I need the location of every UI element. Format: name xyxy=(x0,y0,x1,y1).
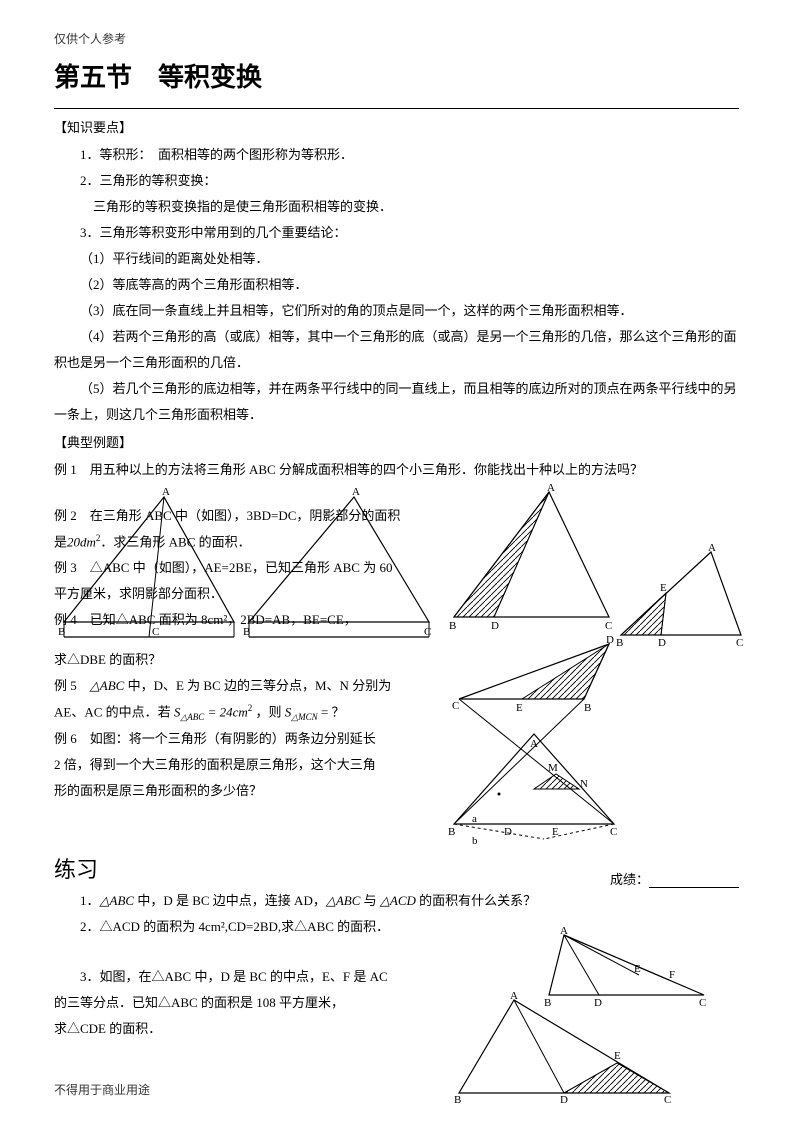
kp-2: 2．三角形的等积变换： xyxy=(54,168,739,194)
xt-E2: E xyxy=(552,826,559,838)
ex5c-sub2: △MCN xyxy=(291,712,317,722)
example-3b: 平方厘米，求阴影部分面积． xyxy=(54,581,434,607)
p3-B: B xyxy=(454,1094,461,1106)
p1b: 中，D 是 BC 边中点，连接 AD， xyxy=(134,893,326,908)
p1-abc: △ABC xyxy=(100,893,135,908)
xt-B2: B xyxy=(448,826,455,838)
example-4b: 求△DBE 的面积？ xyxy=(54,647,434,673)
practice-3a: 3．如图，在△ABC 中，D 是 BC 的中点，E、F 是 AC xyxy=(54,964,394,990)
examples-head: 【典型例题】 xyxy=(54,432,739,451)
example-6b: 2 倍，得到一个大三角形的面积是原三角形，这个大三角 xyxy=(54,752,434,778)
p3-A: A xyxy=(510,990,518,1002)
example-1: 例 1 用五种以上的方法将三角形 ABC 分解成面积相等的四个小三角形．你能找出… xyxy=(54,457,739,483)
kp-3-4: （4）若两个三角形的高（或底）相等，其中一个三角形的底（或高）是另一个三角形的几… xyxy=(54,324,739,376)
xt-E: E xyxy=(516,702,523,714)
example-5a: 例 5 △ABC 中，D、E 为 BC 边的三等分点，M、N 分别为 xyxy=(54,673,434,699)
practice-3-triangle: A B D C E xyxy=(454,995,684,1105)
xt-b: b xyxy=(472,835,478,847)
ex5c-sub1: △ABC xyxy=(180,712,204,722)
t3-D: D xyxy=(491,620,499,632)
score-label: 成绩： xyxy=(610,872,649,887)
header-note: 仅供个人参考 xyxy=(54,30,739,47)
page: 仅供个人参考 第五节 等积变换 【知识要点】 1．等积形： 面积相等的两个图形称… xyxy=(0,0,793,1122)
p1d: 的面积有什么关系？ xyxy=(416,893,536,908)
knowledge-head: 【知识要点】 xyxy=(54,117,739,136)
xt-D: D xyxy=(606,634,614,646)
kp-3-3: （3）底在同一条直线上并且相等，它们所对的角的顶点是同一个，这样的两个三角形面积… xyxy=(54,298,739,324)
practice-3c: 求△CDE 的面积． xyxy=(54,1016,394,1042)
p3-C: C xyxy=(664,1094,671,1106)
xt-N: N xyxy=(580,778,588,790)
p1a: 1． xyxy=(80,893,100,908)
xt-C2: C xyxy=(610,826,617,838)
ex5a: 例 5 xyxy=(54,678,90,693)
xt-M: M xyxy=(548,762,558,774)
example-3: 例 3 △ABC 中（如图），AE=2BE，已知三角形 ABC 为 60 xyxy=(54,555,434,581)
p1-abc2: △ABC xyxy=(326,893,361,908)
kp-2b: 三角形的等积变换指的是使三角形面积相等的变换． xyxy=(54,194,739,220)
triangle-4: A E B D C xyxy=(616,547,751,647)
t1-A: A xyxy=(162,486,170,498)
ex2b-val: 20dm xyxy=(67,534,96,549)
ex2b-pre: 是 xyxy=(54,534,67,549)
p3-D: D xyxy=(560,1094,568,1106)
t4-A: A xyxy=(708,542,716,554)
p1-acd: △ACD xyxy=(380,893,416,908)
ex5c-pre: AE、AC 的中点．若 xyxy=(54,704,174,719)
xt-B: B xyxy=(584,702,591,714)
p2-F: F xyxy=(669,969,675,981)
p2-C: C xyxy=(699,997,706,1009)
kp-3-1: （1）平行线间的距离处处相等． xyxy=(54,246,739,272)
xt-C: C xyxy=(452,700,459,712)
p2-E: E xyxy=(634,963,641,975)
ex5c-post: ，则 xyxy=(252,704,285,719)
t2-A: A xyxy=(352,486,360,498)
score-line: 成绩： xyxy=(610,869,739,888)
example-4: 例 4 已知△ABC 面积为 8cm²，2BD=AB，BE=CE， xyxy=(54,607,434,633)
t3-B: B xyxy=(449,620,456,632)
practice-title: 练习 xyxy=(54,852,98,884)
kp-1: 1．等积形： 面积相等的两个图形称为等积形． xyxy=(54,142,739,168)
xt-A: A xyxy=(530,738,538,750)
score-underline xyxy=(649,887,739,888)
triangle-3: A B D C xyxy=(449,487,619,637)
t4-E: E xyxy=(660,582,667,594)
xt-a: a xyxy=(472,813,477,825)
ex5c-mid: = 24cm xyxy=(204,704,247,719)
page-title: 第五节 等积变换 xyxy=(54,57,739,94)
p1c: 与 xyxy=(360,893,380,908)
diagram-row-3: A B D C F E A B xyxy=(394,940,739,1100)
t3-C: C xyxy=(605,620,612,632)
example-5b: AE、AC 的中点．若 S△ABC = 24cm2 ，则 S△MCN = ？ xyxy=(54,699,434,726)
example-2b: 是20dm2．求三角形 ABC 的面积． xyxy=(54,529,434,555)
kp-3: 3．三角形等积变形中常用到的几个重要结论： xyxy=(54,220,739,246)
ex5b: 中，D、E 为 BC 边的三等分点，M、N 分别为 xyxy=(124,678,391,693)
kp-3-5: （5）若几个三角形的底边相等，并在两条平行线中的同一直线上，而且相等的底边所对的… xyxy=(54,376,739,428)
example-6a: 例 6 如图：将一个三角形（有阴影的）两条边分别延长 xyxy=(54,726,434,752)
p3-E: E xyxy=(614,1050,621,1062)
example-6c: 形的面积是原三角形面积的多少倍？ xyxy=(54,778,434,804)
kp-3-2: （2）等底等高的两个三角形面积相等． xyxy=(54,272,739,298)
footer-note: 不得用于商业用途 xyxy=(54,1081,150,1098)
practice-1: 1．△ABC 中，D 是 BC 边中点，连接 AD，△ABC 与 △ACD 的面… xyxy=(54,888,739,914)
ex5c-end: = ？ xyxy=(318,704,345,719)
diagram-row-1: 例 2 在三角形 ABC 中（如图），3BD=DC，阴影部分的面积 是20dm2… xyxy=(54,487,739,647)
t3-A: A xyxy=(547,482,555,494)
xt-D2: D xyxy=(504,826,512,838)
example-2a: 例 2 在三角形 ABC 中（如图），3BD=DC，阴影部分的面积 xyxy=(54,503,434,529)
ex5-abc: △ABC xyxy=(90,678,125,693)
practice-3b: 的三等分点．已知△ABC 的面积是 108 平方厘米， xyxy=(54,990,394,1016)
ex2b-post: ．求三角形 ABC 的面积． xyxy=(100,534,250,549)
diagram-row-2: D C E B A M N B C D E xyxy=(434,647,739,842)
crossed-triangles: D C E B A M N B C D E xyxy=(444,639,624,849)
title-rule xyxy=(54,108,739,109)
